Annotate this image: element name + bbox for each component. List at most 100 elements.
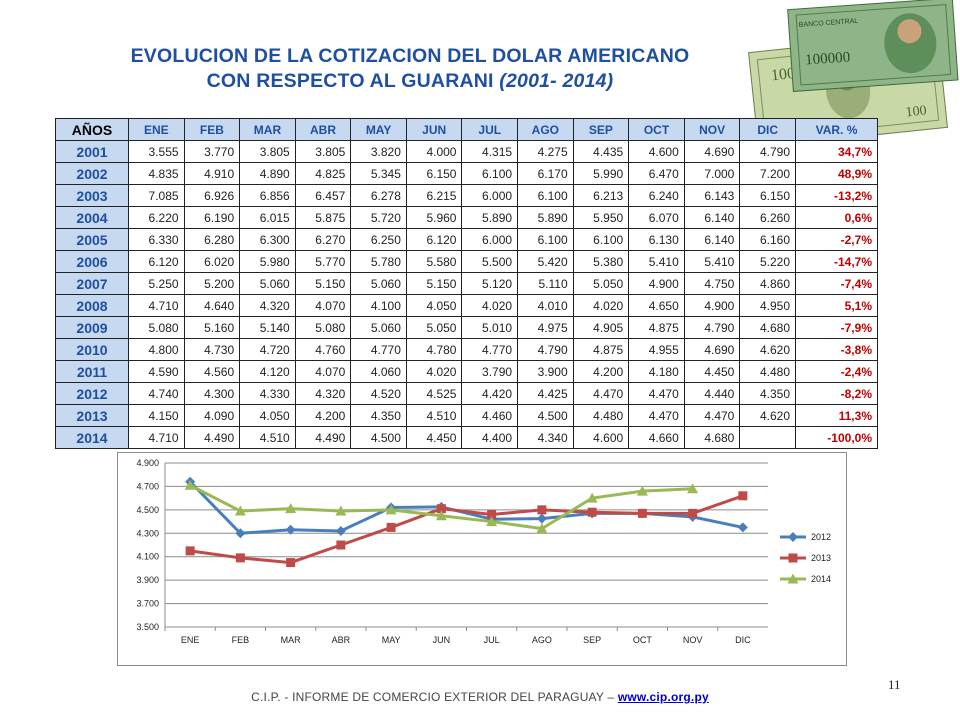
footer-text: C.I.P. - INFORME DE COMERCIO EXTERIOR DE… bbox=[251, 690, 618, 704]
value-cell: 4.975 bbox=[517, 316, 574, 339]
value-cell: 6.926 bbox=[183, 184, 241, 207]
value-cell: 4.350 bbox=[739, 382, 796, 405]
value-cell: 5.080 bbox=[294, 316, 352, 339]
value-cell: 6.330 bbox=[128, 228, 185, 251]
value-cell: 4.420 bbox=[461, 382, 519, 405]
footer-link[interactable]: www.cip.org.py bbox=[617, 690, 709, 704]
series-line-2013 bbox=[189, 494, 744, 565]
year-cell: 2005 bbox=[55, 228, 129, 251]
value-cell: 7.200 bbox=[739, 162, 796, 185]
value-cell: 4.490 bbox=[183, 426, 241, 449]
x-tick-label: JUL bbox=[484, 635, 500, 645]
value-cell: 4.860 bbox=[739, 272, 796, 295]
value-cell: 5.410 bbox=[683, 250, 741, 273]
header-cell: NOV bbox=[683, 118, 741, 141]
value-cell: 4.770 bbox=[350, 338, 407, 361]
value-cell: 4.480 bbox=[572, 404, 630, 427]
value-cell: 4.790 bbox=[739, 140, 796, 163]
header-cell: JUL bbox=[461, 118, 519, 141]
year-cell: 2003 bbox=[55, 184, 129, 207]
value-cell: 4.010 bbox=[517, 294, 574, 317]
value-cell: 6.120 bbox=[405, 228, 463, 251]
variation-cell: 5,1% bbox=[795, 294, 878, 317]
data-point-2013 bbox=[587, 507, 597, 517]
value-cell: 4.060 bbox=[350, 360, 407, 383]
value-cell: 4.070 bbox=[294, 294, 352, 317]
value-cell bbox=[739, 426, 796, 449]
value-cell: 6.457 bbox=[294, 184, 352, 207]
value-cell: 6.150 bbox=[405, 162, 463, 185]
value-cell: 6.000 bbox=[461, 228, 519, 251]
value-cell: 4.525 bbox=[405, 382, 463, 405]
table-row: 2007 5.250 5.200 5.060 5.150 5.060 5.150 5.120 5… bbox=[55, 272, 878, 295]
data-point-2013 bbox=[537, 505, 547, 515]
value-cell: 5.410 bbox=[628, 250, 685, 273]
value-cell: 4.910 bbox=[183, 162, 241, 185]
value-cell: 4.090 bbox=[183, 404, 241, 427]
value-cell: 6.278 bbox=[350, 184, 407, 207]
variation-cell: -14,7% bbox=[795, 250, 878, 273]
table-row: 2010 4.800 4.730 4.720 4.760 4.770 4.780 4.770 4… bbox=[55, 338, 878, 361]
value-cell: 5.875 bbox=[294, 206, 352, 229]
value-cell: 4.690 bbox=[683, 140, 741, 163]
data-point-2012 bbox=[536, 513, 547, 524]
value-cell: 6.000 bbox=[461, 184, 519, 207]
variation-cell: -7,4% bbox=[795, 272, 878, 295]
header-cell: MAR bbox=[239, 118, 296, 141]
data-point-2013 bbox=[286, 558, 296, 568]
data-point-2014 bbox=[586, 492, 598, 503]
value-cell: 5.150 bbox=[405, 272, 463, 295]
value-cell: 5.950 bbox=[572, 206, 630, 229]
header-cell: DIC bbox=[739, 118, 796, 141]
value-cell: 4.320 bbox=[239, 294, 296, 317]
year-cell: 2009 bbox=[55, 316, 129, 339]
header-cell: JUN bbox=[405, 118, 463, 141]
variation-cell: 34,7% bbox=[795, 140, 878, 163]
value-cell: 4.620 bbox=[739, 404, 796, 427]
x-tick-label: MAR bbox=[281, 635, 302, 645]
value-cell: 4.560 bbox=[183, 360, 241, 383]
value-cell: 3.820 bbox=[350, 140, 407, 163]
value-cell: 4.470 bbox=[628, 382, 685, 405]
data-point-2012 bbox=[335, 525, 346, 536]
data-point-2013 bbox=[336, 540, 346, 550]
value-cell: 3.790 bbox=[461, 360, 519, 383]
year-cell: 2001 bbox=[55, 140, 129, 163]
value-cell: 6.240 bbox=[628, 184, 685, 207]
value-cell: 4.640 bbox=[183, 294, 241, 317]
value-cell: 4.050 bbox=[405, 294, 463, 317]
variation-cell: -13,2% bbox=[795, 184, 878, 207]
value-cell: 4.750 bbox=[683, 272, 741, 295]
svg-text:BANCO CENTRAL: BANCO CENTRAL bbox=[799, 18, 859, 29]
year-cell: 2004 bbox=[55, 206, 129, 229]
value-cell: 6.160 bbox=[739, 228, 796, 251]
value-cell: 4.490 bbox=[294, 426, 352, 449]
value-cell: 3.555 bbox=[128, 140, 185, 163]
value-cell: 4.900 bbox=[683, 294, 741, 317]
table-header-row: AÑOS ENE FEB MAR ABR MAY JUN JUL AGO SEP OCT NOV DIC… bbox=[55, 118, 878, 141]
value-cell: 4.680 bbox=[683, 426, 741, 449]
value-cell: 4.425 bbox=[517, 382, 574, 405]
exchange-rate-table: AÑOS ENE FEB MAR ABR MAY JUN JUL AGO SEP OCT NOV DIC… bbox=[55, 118, 878, 449]
value-cell: 6.260 bbox=[739, 206, 796, 229]
value-cell: 6.856 bbox=[239, 184, 296, 207]
year-cell: 2012 bbox=[55, 382, 129, 405]
value-cell: 5.080 bbox=[128, 316, 185, 339]
value-cell: 4.050 bbox=[239, 404, 296, 427]
value-cell: 5.780 bbox=[350, 250, 407, 273]
value-cell: 5.140 bbox=[239, 316, 296, 339]
value-cell: 4.340 bbox=[517, 426, 574, 449]
chart-container: 3.500 3.700 3.900 4.100 4.300 4.500 4.700 4.900… bbox=[117, 452, 847, 666]
value-cell: 4.835 bbox=[128, 162, 185, 185]
value-cell: 5.990 bbox=[572, 162, 630, 185]
svg-text:100: 100 bbox=[905, 103, 927, 120]
table-row: 2009 5.080 5.160 5.140 5.080 5.060 5.050 5.010 4… bbox=[55, 316, 878, 339]
x-tick-label: JUN bbox=[433, 635, 451, 645]
table-row: 2003 7.085 6.926 6.856 6.457 6.278 6.215 6.000 6… bbox=[55, 184, 878, 207]
value-cell: 3.805 bbox=[239, 140, 296, 163]
table-row: 2006 6.120 6.020 5.980 5.770 5.780 5.580 5.500 5… bbox=[55, 250, 878, 273]
value-cell: 4.500 bbox=[517, 404, 574, 427]
value-cell: 4.180 bbox=[628, 360, 685, 383]
value-cell: 6.015 bbox=[239, 206, 296, 229]
data-point-2013 bbox=[637, 508, 647, 518]
